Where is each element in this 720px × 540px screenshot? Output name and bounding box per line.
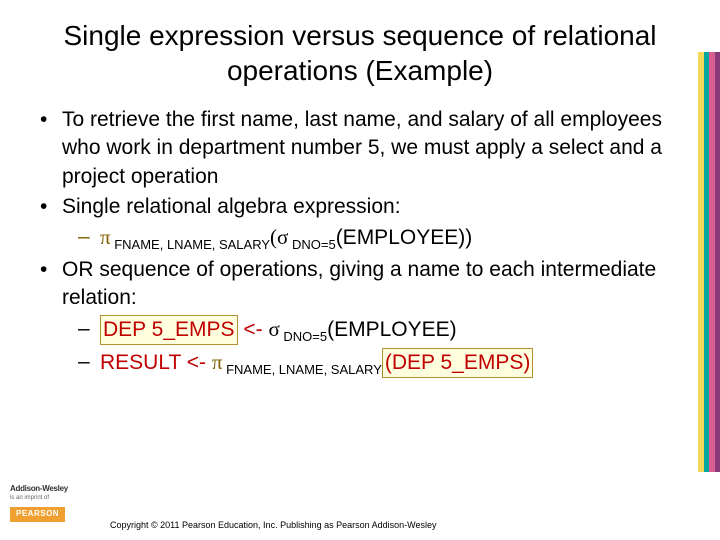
bullet-text: To retrieve the first name, last name, a… (62, 106, 680, 191)
result-label: RESULT (100, 351, 187, 374)
sub-bullet-item: – DEP 5_EMPS <- σ DNO=5(EMPLOYEE) (40, 315, 680, 346)
sub-bullet-item: – RESULT <- π FNAME, LNAME, SALARY (DEP … (40, 348, 680, 379)
bullet-item: • OR sequence of operations, giving a na… (40, 256, 680, 313)
addison-wesley-logo: Addison-Wesley (10, 484, 68, 493)
side-stripe (698, 52, 720, 472)
expression-text: π FNAME, LNAME, SALARY(σ DNO=5(EMPLOYEE)… (100, 223, 472, 254)
slide-title: Single expression versus sequence of rel… (40, 18, 680, 106)
copyright-text: Copyright © 2011 Pearson Education, Inc.… (110, 520, 437, 530)
pearson-logo: PEARSON (10, 507, 65, 522)
bullet-item: • Single relational algebra expression: (40, 193, 680, 221)
bullet-dash: – (78, 315, 100, 346)
highlight-box: (DEP 5_EMPS) (382, 348, 534, 378)
slide-body: • To retrieve the first name, last name,… (40, 106, 680, 378)
bullet-dash: – (78, 348, 100, 379)
sub-bullet-item: – π FNAME, LNAME, SALARY(σ DNO=5(EMPLOYE… (40, 223, 680, 254)
highlight-box: DEP 5_EMPS (100, 315, 238, 345)
subscript: DNO=5 (280, 329, 327, 344)
imprint-text: is an imprint of (10, 495, 68, 502)
expr-tail: (EMPLOYEE) (327, 318, 457, 341)
bullet-text: Single relational algebra expression: (62, 193, 401, 221)
bullet-dot: • (40, 106, 62, 191)
pi-symbol: π (212, 350, 223, 374)
bullet-item: • To retrieve the first name, last name,… (40, 106, 680, 191)
subscript: FNAME, LNAME, SALARY (222, 362, 381, 377)
expression-text: DEP 5_EMPS <- σ DNO=5(EMPLOYEE) (100, 315, 457, 346)
sigma-symbol: σ (268, 317, 279, 341)
bullet-dot: • (40, 193, 62, 221)
subscript: FNAME, LNAME, SALARY (111, 238, 270, 253)
slide: Single expression versus sequence of rel… (0, 0, 720, 540)
subscript: DNO=5 (288, 238, 335, 253)
arrow: <- (187, 351, 212, 374)
expr-tail: (EMPLOYEE)) (336, 226, 473, 249)
pi-symbol: π (100, 225, 111, 249)
expression-text: RESULT <- π FNAME, LNAME, SALARY (DEP 5_… (100, 348, 533, 379)
bullet-text: OR sequence of operations, giving a name… (62, 256, 680, 313)
bullet-dash: – (78, 223, 100, 254)
footer-logos: Addison-Wesley is an imprint of PEARSON (10, 485, 68, 522)
stripe-4 (715, 52, 720, 472)
arrow: <- (238, 318, 269, 341)
bullet-dot: • (40, 256, 62, 313)
sigma-symbol: (σ (270, 225, 288, 249)
